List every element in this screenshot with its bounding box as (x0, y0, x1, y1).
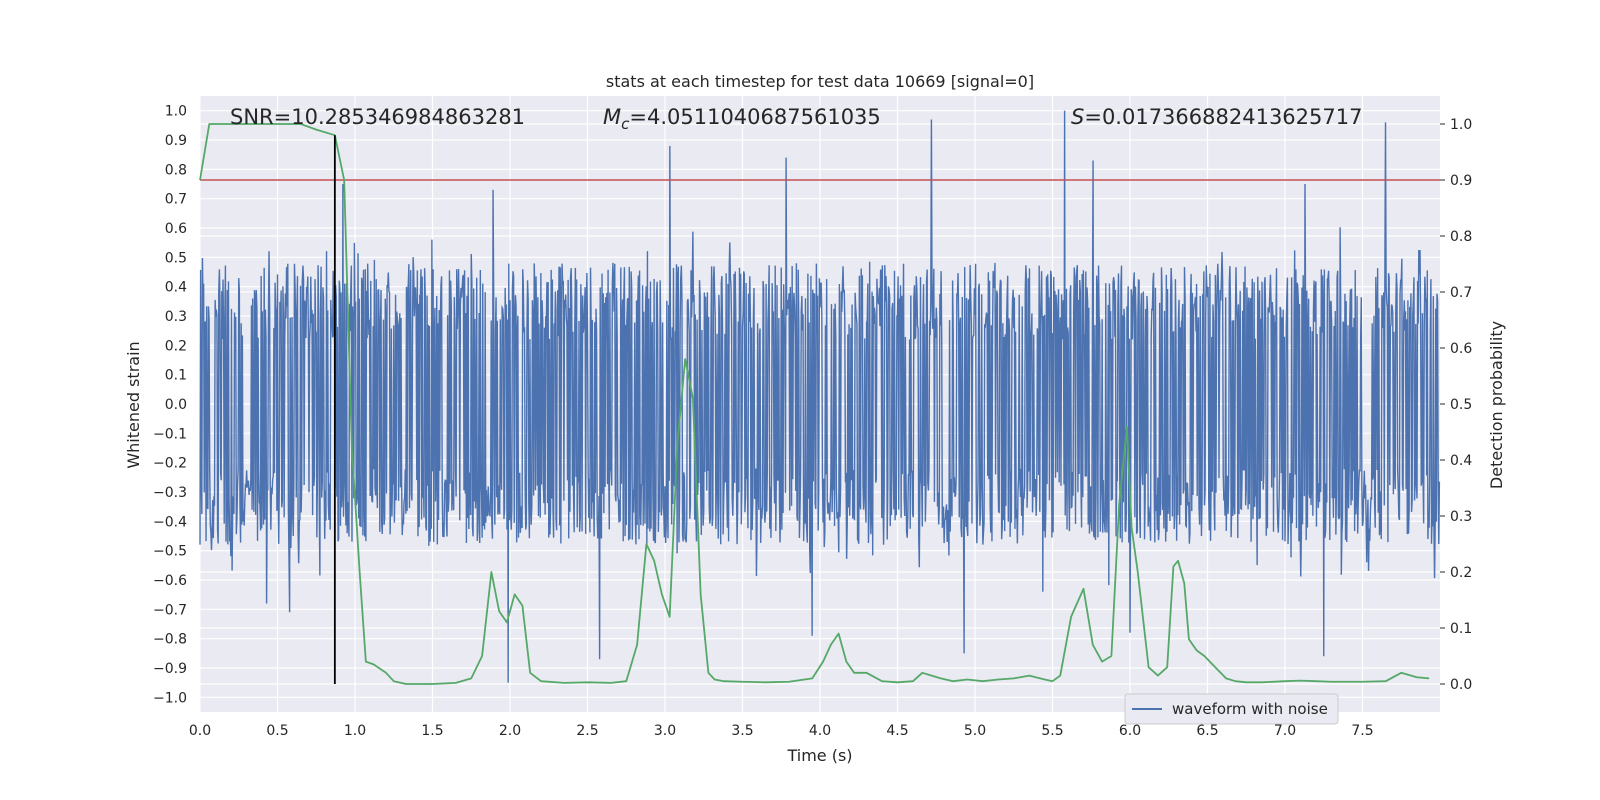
legend: waveform with noise (1124, 693, 1339, 725)
left-tick-label: −0.3 (153, 485, 187, 501)
right-tick-label: 0.8 (1450, 229, 1472, 245)
chart-title: stats at each timestep for test data 106… (606, 72, 1034, 91)
left-tick-label: −0.7 (153, 602, 187, 618)
x-tick-label: 2.0 (499, 723, 521, 739)
chirp-mass-annotation: Mc=4.0511040687561035 (603, 105, 881, 133)
left-tick-label: −0.5 (153, 544, 187, 560)
x-tick-label: 2.5 (576, 723, 598, 739)
s-value: =0.017366882413625717 (1084, 105, 1362, 129)
s-annotation: S=0.017366882413625717 (1071, 105, 1362, 129)
x-tick-label: 3.0 (654, 723, 676, 739)
x-tick-label: 0.0 (189, 723, 211, 739)
left-axis-label: Whitened strain (124, 341, 143, 468)
left-tick-label: −0.1 (153, 426, 187, 442)
left-tick-label: −0.8 (153, 632, 187, 648)
x-tick-label: 5.0 (964, 723, 986, 739)
right-tick-label: 0.3 (1450, 509, 1472, 525)
right-tick-labels: 1.0 0.9 0.8 0.7 0.6 0.5 0.4 0.3 0.2 0.1 0.0 (1440, 117, 1472, 693)
right-tick-label: 0.4 (1450, 453, 1472, 469)
left-tick-label: 0.8 (165, 162, 187, 178)
x-tick-label: 7.0 (1274, 723, 1296, 739)
overlay (199, 123, 1440, 685)
left-tick-label: −1.0 (153, 690, 187, 706)
right-tick-label: 0.0 (1450, 677, 1472, 693)
left-tick-label: 0.1 (165, 368, 187, 384)
right-tick-label: 0.2 (1450, 565, 1472, 581)
chirp-mass-value: =4.0511040687561035 (629, 105, 880, 129)
right-tick-label: 1.0 (1450, 117, 1472, 133)
x-tick-label: 4.5 (886, 723, 908, 739)
left-tick-label: −0.9 (153, 661, 187, 677)
left-tick-label: 0.7 (165, 192, 187, 208)
left-tick-label: 1.0 (165, 104, 187, 120)
x-tick-label: 5.5 (1041, 723, 1063, 739)
left-tick-label: −0.2 (153, 456, 187, 472)
x-tick-labels: 0.0 0.5 1.0 1.5 2.0 2.5 3.0 3.5 4.0 4.5 5.0 5.5 6.0 6… (189, 723, 1374, 739)
legend-label: waveform with noise (1172, 700, 1328, 718)
snr-annotation: SNR=10.285346984863281 (230, 105, 525, 129)
detection-probability-line (199, 123, 1430, 685)
right-tick-label: 0.6 (1450, 341, 1472, 357)
left-tick-label: −0.4 (153, 514, 187, 530)
right-axis-label: Detection probability (1487, 321, 1506, 489)
x-tick-label: 1.0 (344, 723, 366, 739)
left-tick-label: 0.4 (165, 280, 187, 296)
waveform-with-noise-series (199, 110, 1441, 683)
left-tick-label: 0.0 (165, 397, 187, 413)
x-tick-label: 0.5 (266, 723, 288, 739)
x-tick-label: 3.5 (731, 723, 753, 739)
legend-box (1124, 693, 1339, 725)
left-tick-label: 0.3 (165, 309, 187, 325)
waveform-path (199, 110, 1441, 683)
left-tick-label: 0.9 (165, 133, 187, 149)
x-tick-label: 6.0 (1119, 723, 1141, 739)
right-tick-label: 0.5 (1450, 397, 1472, 413)
left-tick-label: 0.6 (165, 221, 187, 237)
left-tick-label: 0.5 (165, 250, 187, 266)
chirp-mass-subscript: c (621, 115, 630, 133)
x-tick-label: 6.5 (1196, 723, 1218, 739)
chirp-mass-symbol: M (603, 105, 621, 129)
left-tick-label: 0.2 (165, 338, 187, 354)
left-tick-labels: 1.0 0.9 0.8 0.7 0.6 0.5 0.4 0.3 0.2 0.1 0.0 −0.1 −0.… (153, 104, 187, 707)
right-tick-label: 0.7 (1450, 285, 1472, 301)
x-tick-label: 7.5 (1351, 723, 1373, 739)
right-tick-label: 0.9 (1450, 173, 1472, 189)
s-symbol: S (1071, 105, 1084, 129)
left-tick-label: −0.6 (153, 573, 187, 589)
x-tick-label: 1.5 (421, 723, 443, 739)
x-tick-label: 4.0 (809, 723, 831, 739)
x-axis-label: Time (s) (786, 746, 852, 765)
right-tick-label: 0.1 (1450, 621, 1472, 637)
